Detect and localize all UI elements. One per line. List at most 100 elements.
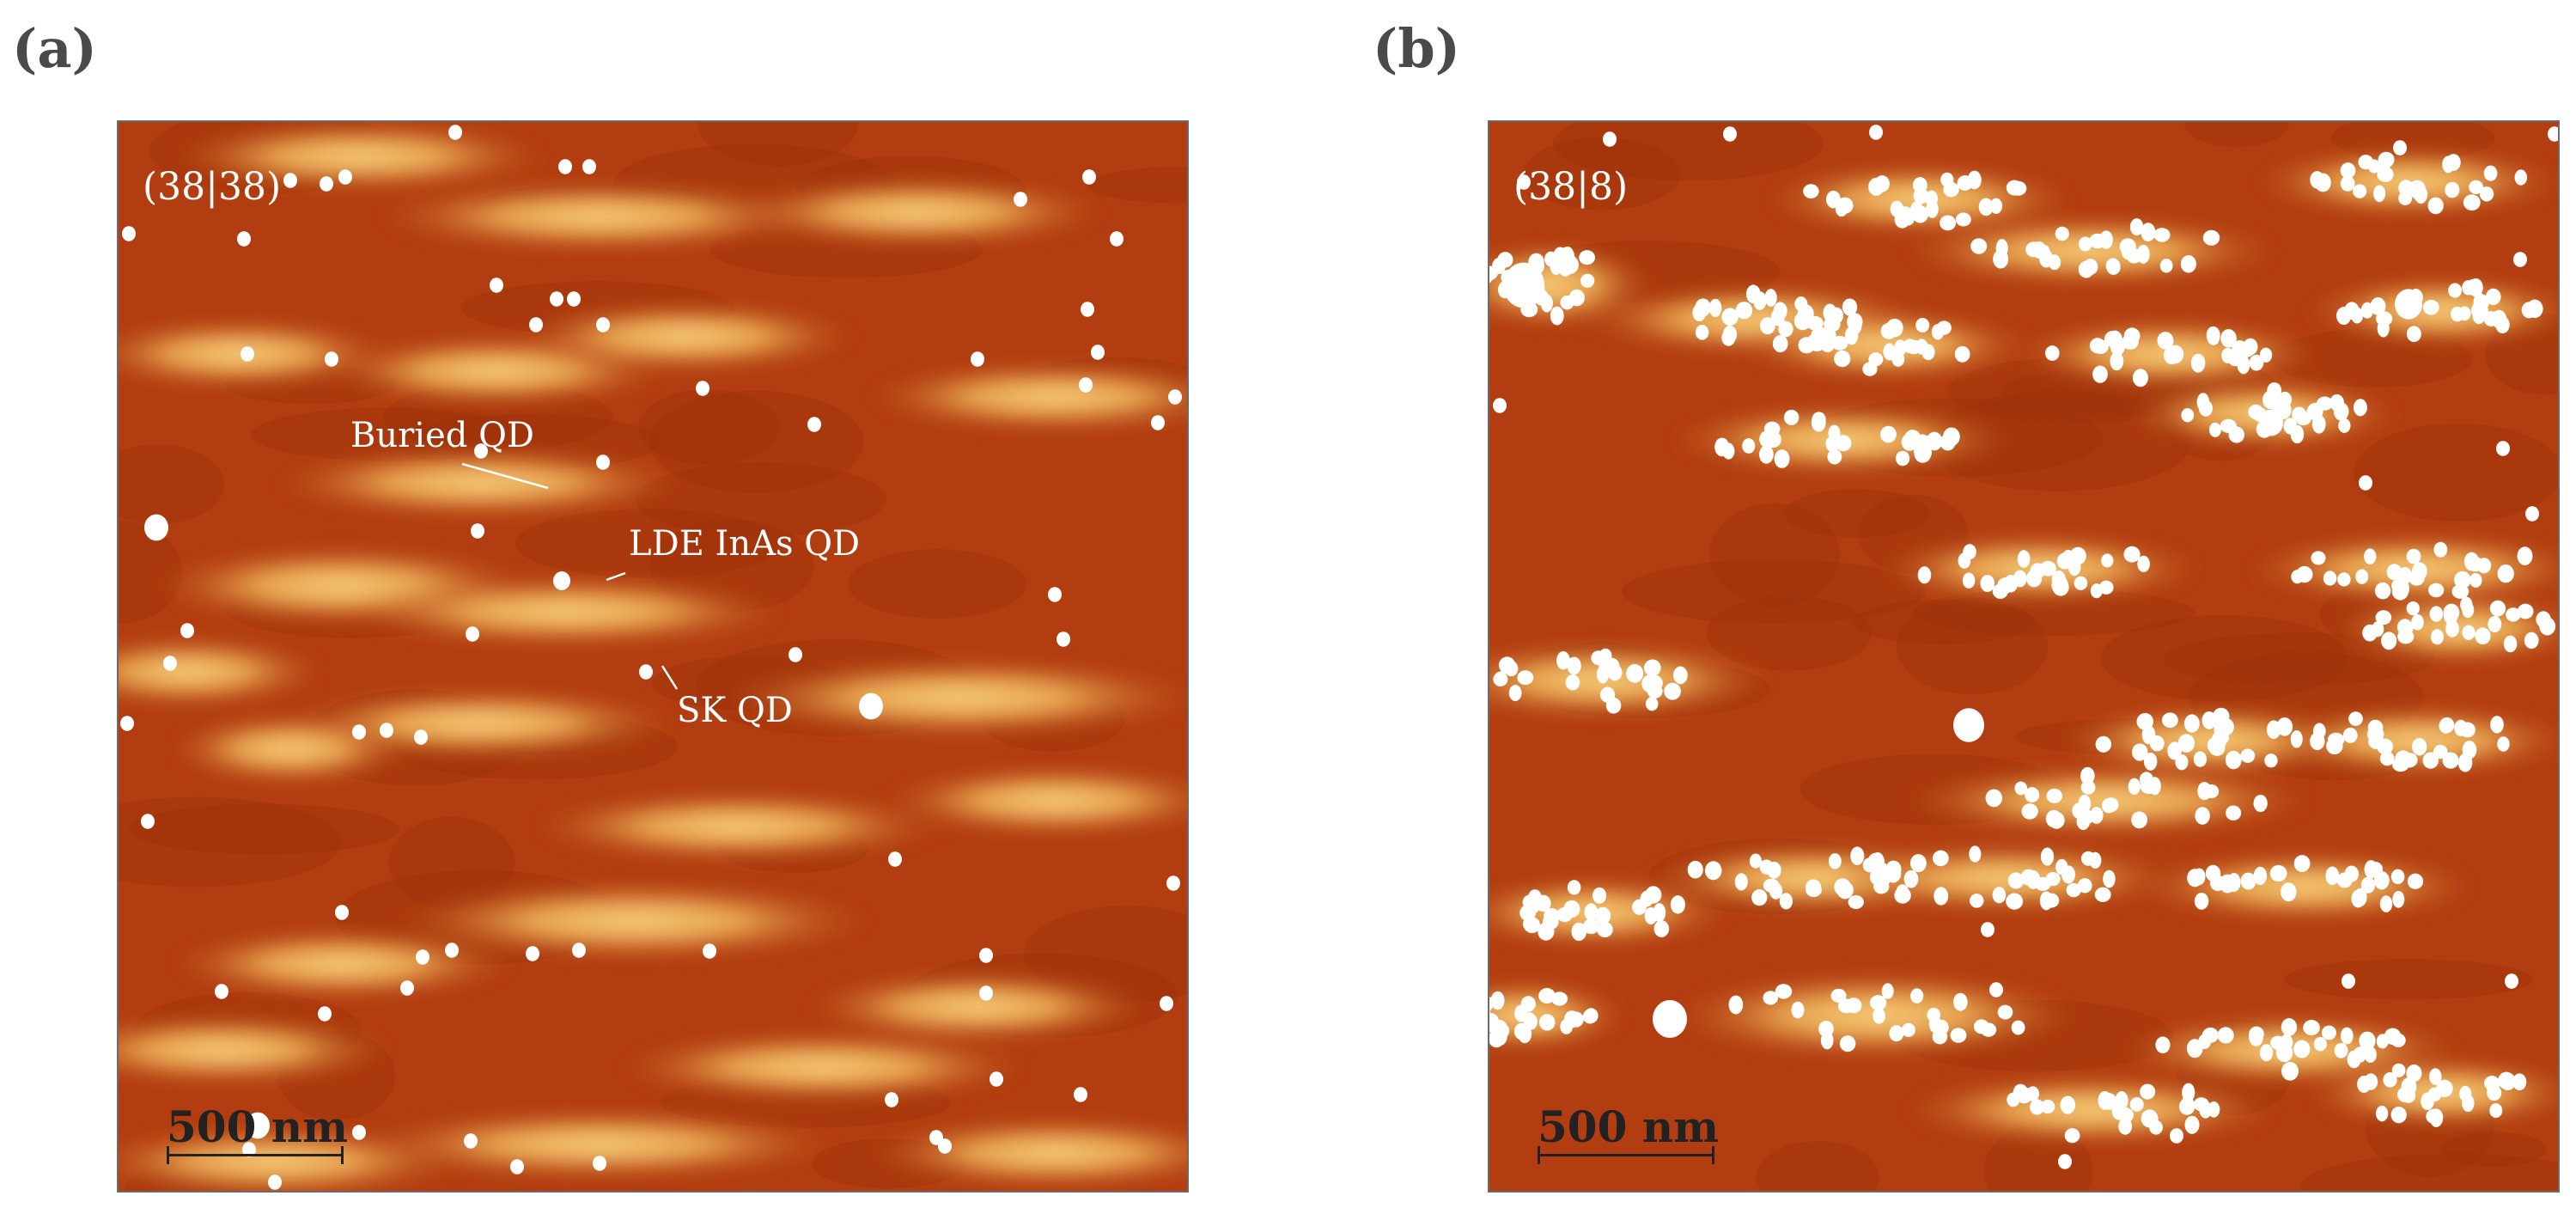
quantum-dot — [2123, 546, 2141, 563]
quantum-dot — [2398, 180, 2414, 197]
quantum-dot — [1048, 587, 1062, 602]
terrace-patch — [119, 444, 225, 525]
quantum-dot — [445, 943, 459, 958]
mound — [1902, 1076, 2280, 1144]
quantum-dot — [268, 1174, 282, 1190]
quantum-dot — [2089, 851, 2102, 869]
quantum-dot — [2104, 331, 2122, 348]
quantum-dot — [2381, 631, 2397, 650]
quantum-dot — [2373, 185, 2386, 203]
quantum-dot — [2118, 1118, 2133, 1135]
quantum-dot — [241, 346, 254, 362]
quantum-dot — [1901, 1022, 1915, 1037]
quantum-dot — [237, 231, 251, 247]
quantum-dot — [1759, 430, 1775, 448]
sample-label-a: (38|38) — [143, 165, 282, 209]
quantum-dot — [2024, 787, 2040, 802]
quantum-dot — [380, 723, 393, 738]
quantum-dot — [1760, 317, 1775, 335]
terrace-patch — [635, 461, 886, 537]
quantum-dot — [1839, 1035, 1856, 1052]
quantum-dot — [471, 523, 484, 539]
quantum-dot — [1828, 424, 1841, 442]
scale-bar-a: 500 nm — [167, 1106, 348, 1164]
quantum-dot — [2439, 717, 2453, 734]
quantum-dot — [1850, 846, 1865, 866]
quantum-dot — [1910, 988, 1924, 1004]
quantum-dot — [1848, 314, 1862, 331]
quantum-dot — [572, 943, 586, 958]
quantum-dot — [1014, 192, 1027, 207]
quantum-dot — [2462, 625, 2476, 640]
mound — [720, 659, 1187, 736]
quantum-dot — [2103, 869, 2116, 888]
quantum-dot — [1926, 431, 1943, 451]
quantum-dot — [490, 278, 503, 293]
quantum-dot — [2098, 580, 2114, 595]
quantum-dot — [2347, 1050, 2361, 1069]
quantum-dot — [2445, 181, 2460, 198]
quantum-dot — [2248, 1027, 2264, 1046]
quantum-dot — [1940, 433, 1956, 451]
terrace-patch — [1850, 600, 2036, 644]
quantum-dot — [1798, 337, 1815, 354]
quantum-dot — [2473, 294, 2490, 311]
quantum-dot — [283, 173, 297, 188]
quantum-dot — [2484, 1076, 2500, 1091]
quantum-dot — [1571, 922, 1587, 942]
quantum-dot — [2077, 878, 2092, 894]
quantum-dot — [1728, 995, 1744, 1015]
quantum-dot — [318, 1006, 332, 1022]
quantum-dot — [2013, 570, 2027, 588]
quantum-dot — [1774, 449, 1790, 468]
quantum-dot — [1940, 215, 1957, 231]
quantum-dot — [789, 647, 802, 662]
quantum-dot — [1834, 350, 1851, 368]
quantum-dot — [2311, 551, 2326, 565]
quantum-dot — [2182, 1083, 2195, 1102]
quantum-dot — [1493, 398, 1507, 413]
quantum-dot — [2193, 751, 2208, 767]
quantum-dot — [1594, 906, 1611, 925]
quantum-dot — [1778, 320, 1793, 338]
quantum-dot — [2411, 613, 2424, 631]
quantum-dot — [2089, 233, 2106, 249]
quantum-dot — [2213, 707, 2230, 725]
scale-bar-b: 500 nm — [1538, 1106, 1719, 1164]
quantum-dot — [1836, 881, 1854, 900]
quantum-dot — [888, 851, 902, 867]
quantum-dot — [2463, 194, 2481, 211]
quantum-dot — [1597, 921, 1613, 938]
terrace-patch — [1087, 167, 1187, 204]
quantum-dot — [352, 724, 366, 740]
quantum-dot — [2391, 583, 2409, 601]
quantum-dot — [2092, 365, 2108, 383]
quantum-dot — [2430, 629, 2445, 645]
quantum-dot — [1881, 983, 1894, 999]
quantum-dot — [2167, 741, 2182, 760]
quantum-dot — [529, 317, 543, 332]
mound — [170, 930, 514, 998]
quantum-dot — [2414, 186, 2428, 204]
quantum-dot — [859, 692, 883, 720]
quantum-dot — [1932, 850, 1949, 867]
quantum-dot — [1950, 1028, 1967, 1043]
quantum-dot — [2010, 180, 2027, 196]
quantum-dot — [1508, 685, 1522, 702]
quantum-dot — [2094, 887, 2111, 902]
quantum-dot — [2078, 260, 2094, 278]
quantum-dot — [2203, 784, 2220, 799]
quantum-dot — [1544, 251, 1557, 267]
quantum-dot — [1168, 389, 1182, 405]
quantum-dot — [2337, 572, 2351, 587]
quantum-dot — [1721, 329, 1736, 346]
sk-qd-leader-line — [661, 665, 679, 690]
quantum-dot — [2355, 569, 2369, 584]
quantum-dot — [2190, 353, 2206, 373]
quantum-dot — [553, 571, 570, 590]
quantum-dot — [2497, 736, 2510, 752]
quantum-dot — [215, 984, 228, 999]
quantum-dot — [2436, 1079, 2453, 1098]
quantum-dot — [1970, 238, 1988, 254]
quantum-dot — [2359, 1031, 2376, 1051]
